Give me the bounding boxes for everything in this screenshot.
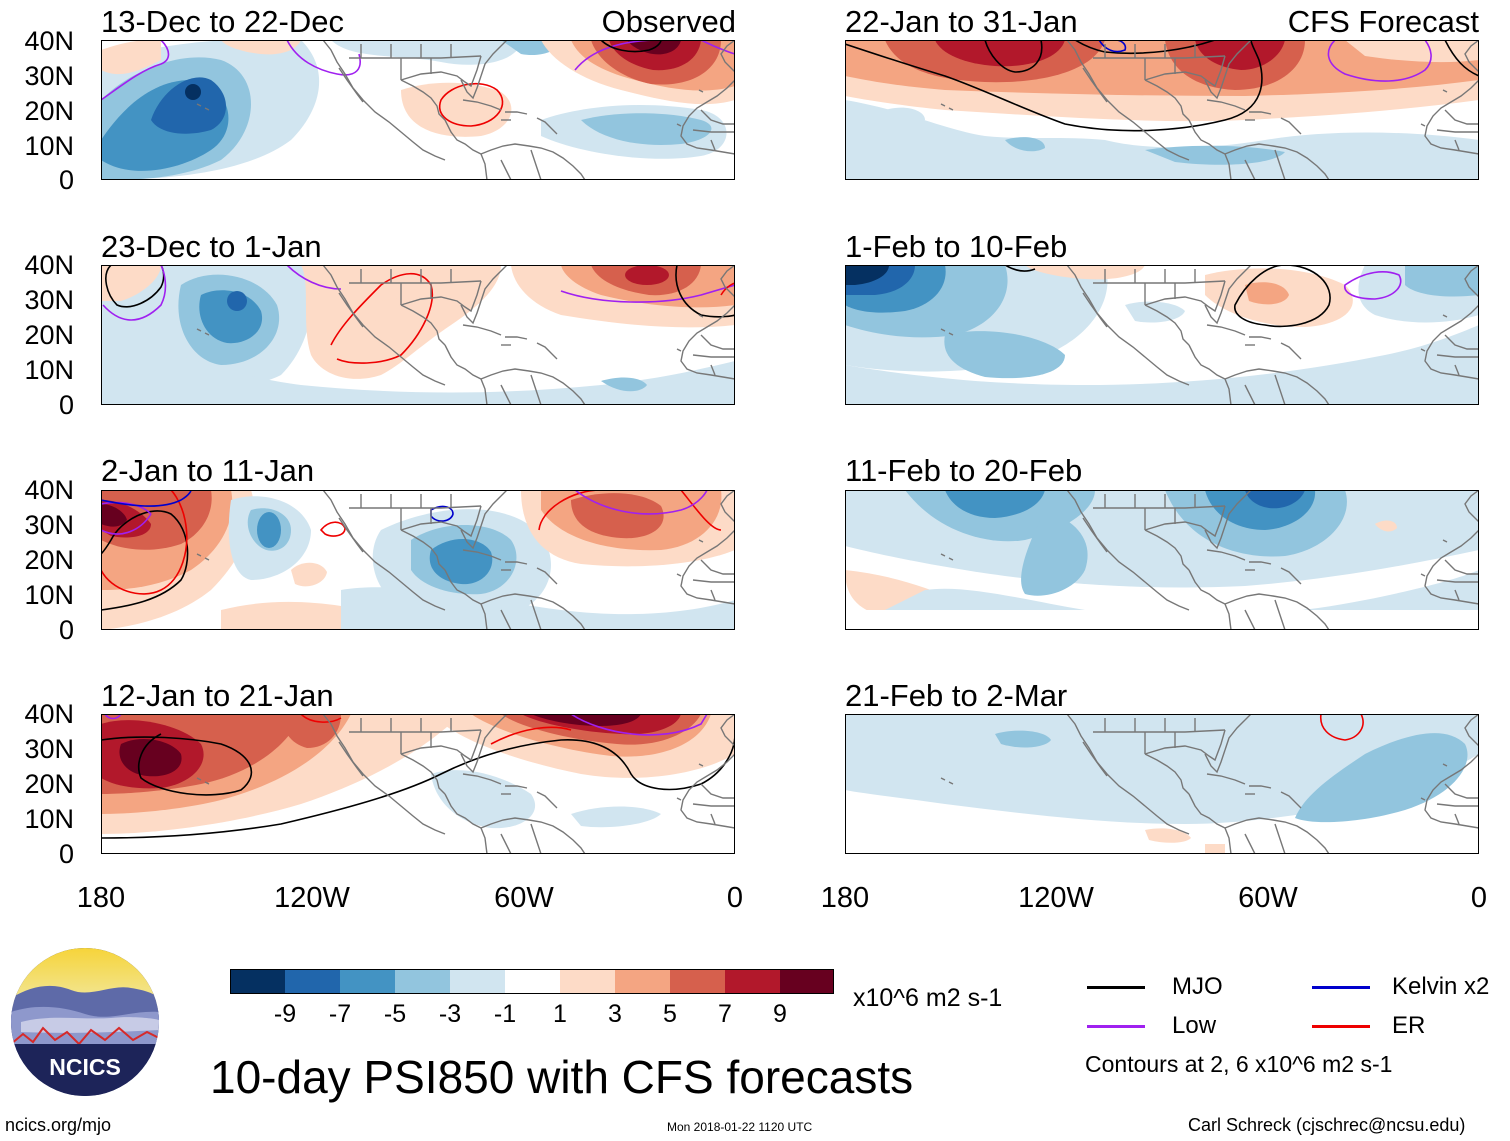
colorbar-label: -5 [383, 1000, 407, 1028]
map-panel [101, 490, 735, 630]
y-tick-label: 20N [24, 96, 74, 126]
map-panel [845, 265, 1479, 405]
x-tick-label: 180 [76, 882, 126, 914]
y-tick-label: 0 [58, 839, 74, 869]
colorbar-label: 5 [663, 1000, 677, 1028]
panel-title: 2-Jan to 11-Jan [101, 453, 315, 488]
panel-title: 1-Feb to 10-Feb [845, 229, 1068, 264]
colorbar-swatch [615, 969, 671, 994]
x-tick-label: 180 [820, 882, 870, 914]
colorbar-swatch [450, 969, 506, 994]
footer-credit: Carl Schreck (cjschrec@ncsu.edu) [1188, 1115, 1466, 1135]
map-panel [845, 490, 1479, 630]
y-tick-label: 30N [24, 510, 74, 540]
x-tick-label: 60W [494, 882, 554, 914]
colorbar-label: -1 [493, 1000, 517, 1028]
colorbar-swatch [340, 969, 396, 994]
colorbar-label: 9 [773, 1000, 787, 1028]
x-tick-label: 0 [726, 882, 744, 914]
y-tick-label: 30N [24, 734, 74, 764]
colorbar-swatch [780, 969, 834, 994]
contours-note: Contours at 2, 6 x10^6 m2 s-1 [1085, 1051, 1393, 1077]
y-tick-label: 10N [24, 355, 74, 385]
y-tick-label: 20N [24, 320, 74, 350]
panel-title: 21-Feb to 2-Mar [845, 678, 1068, 713]
x-tick-label: 120W [274, 882, 350, 914]
map-panel [101, 714, 735, 854]
panel-title: 23-Dec to 1-Jan [101, 229, 322, 264]
y-tick-label: 20N [24, 545, 74, 575]
colorbar-label: -7 [328, 1000, 352, 1028]
forecast-label: CFS Forecast [1287, 4, 1479, 39]
panel-title: 11-Feb to 20-Feb [845, 453, 1083, 488]
colorbar-swatch [670, 969, 726, 994]
colorbar-label: 1 [553, 1000, 567, 1028]
y-tick-label: 10N [24, 580, 74, 610]
legend-line-er [1312, 1025, 1370, 1028]
y-tick-label: 20N [24, 769, 74, 799]
colorbar-label: -9 [273, 1000, 297, 1028]
colorbar-swatch [505, 969, 561, 994]
y-tick-label: 30N [24, 61, 74, 91]
x-tick-label: 120W [1018, 882, 1094, 914]
y-tick-label: 40N [24, 699, 74, 729]
map-panel [845, 40, 1479, 180]
legend-label-mjo: MJO [1172, 973, 1223, 1000]
figure-title: 10-day PSI850 with CFS forecasts [210, 1051, 914, 1103]
logo-text: NCICS [49, 1054, 121, 1080]
map-panel [101, 40, 735, 180]
colorbar-swatch [725, 969, 781, 994]
colorbar-label: 3 [608, 1000, 622, 1028]
colorbar-swatch [285, 969, 341, 994]
colorbar-units: x10^6 m2 s-1 [853, 984, 1003, 1012]
footer-timestamp: Mon 2018-01-22 1120 UTC [667, 1120, 813, 1134]
y-tick-label: 30N [24, 285, 74, 315]
panel-title: 13-Dec to 22-Dec [101, 4, 344, 39]
y-tick-label: 10N [24, 131, 74, 161]
panel-title: 12-Jan to 21-Jan [101, 678, 334, 713]
colorbar-label: 7 [718, 1000, 732, 1028]
y-tick-label: 10N [24, 804, 74, 834]
map-panel [101, 265, 735, 405]
x-tick-label: 0 [1470, 882, 1488, 914]
map-panel [845, 714, 1479, 854]
observed-label: Observed [601, 4, 736, 39]
x-tick-label: 60W [1238, 882, 1298, 914]
legend-label-er: ER [1392, 1012, 1426, 1039]
y-tick-label: 40N [24, 250, 74, 280]
y-tick-label: 0 [58, 615, 74, 645]
colorbar-label: -3 [438, 1000, 462, 1028]
colorbar-swatch [230, 969, 287, 994]
legend-line-kelvin [1312, 986, 1370, 989]
y-tick-label: 40N [24, 475, 74, 505]
y-tick-label: 0 [58, 165, 74, 195]
legend-line-mjo [1087, 986, 1145, 989]
panel-title: 22-Jan to 31-Jan [845, 4, 1078, 39]
legend-label-kelvin: Kelvin x2 [1392, 973, 1490, 1000]
legend-label-low: Low [1172, 1012, 1217, 1039]
y-tick-label: 0 [58, 390, 74, 420]
colorbar-swatch [560, 969, 616, 994]
legend-line-low [1087, 1025, 1145, 1028]
colorbar-swatch [395, 969, 451, 994]
footer-url: ncics.org/mjo [5, 1115, 112, 1135]
y-tick-label: 40N [24, 26, 74, 56]
ncics-logo: NCICS [11, 948, 159, 1096]
